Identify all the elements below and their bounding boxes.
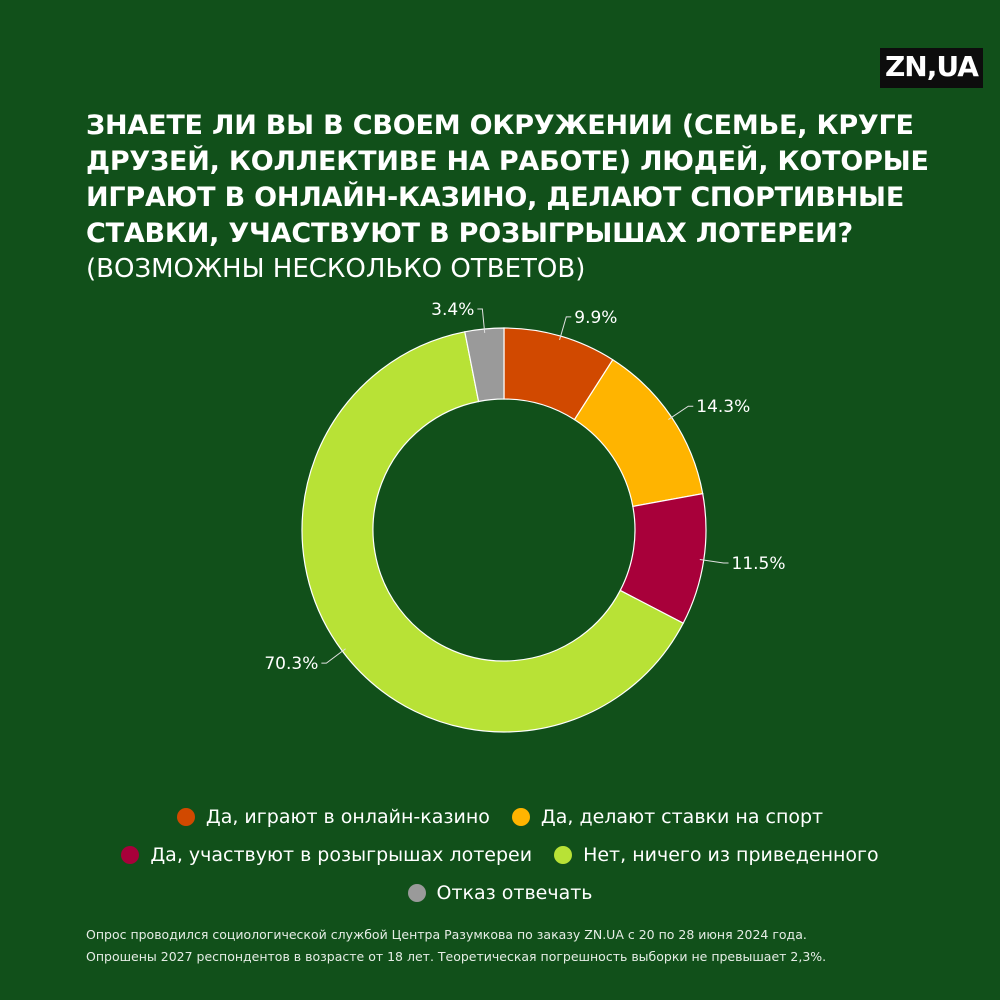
legend-label-lottery: Да, участвуют в розыгрышах лотереи xyxy=(150,844,533,866)
legend-row-2: Да, участвуют в розыгрышах лотереи Нет, … xyxy=(0,836,1000,874)
data-label-casino: 9.9% xyxy=(574,308,617,328)
legend-label-refused: Отказ отвечать xyxy=(436,882,593,904)
legend-row-3: Отказ отвечать xyxy=(0,874,1000,912)
legend-item-lottery: Да, участвуют в розыгрышах лотереи xyxy=(121,844,532,866)
chart-subtitle: (ВОЗМОЖНЫ НЕСКОЛЬКО ОТВЕТОВ) xyxy=(86,254,586,284)
chart-title: ЗНАЕТЕ ЛИ ВЫ В СВОЕМ ОКРУЖЕНИИ (СЕМЬЕ, К… xyxy=(86,110,929,249)
data-label-refused: 3.4% xyxy=(431,300,474,320)
legend-marker-casino xyxy=(176,808,195,826)
slice-refused xyxy=(464,327,505,403)
legend-item-none: Нет, ничего из приведенного xyxy=(554,844,879,866)
leader-line-casino xyxy=(559,316,572,341)
legend-label-casino: Да, играют в онлайн-казино xyxy=(205,806,490,828)
legend-marker-sports-betting xyxy=(511,808,530,826)
legend-item-casino: Да, играют в онлайн-казино xyxy=(176,806,490,828)
data-labels: 9.9% 14.3% 11.5% 70.3% 3.4% xyxy=(264,300,785,674)
leader-line-lottery xyxy=(699,558,729,564)
legend-row-1: Да, играют в онлайн-казино Да, делают ст… xyxy=(0,798,1000,836)
data-label-lottery: 11.5% xyxy=(732,554,786,574)
donut-slices xyxy=(301,327,707,733)
data-label-none: 70.3% xyxy=(264,654,318,674)
legend-marker-none xyxy=(554,846,573,864)
legend-label-none: Нет, ничего из приведенного xyxy=(583,844,879,866)
zn-ua-logo: ZN,UA xyxy=(880,48,983,88)
leader-line-sports-betting xyxy=(668,405,694,420)
donut-chart: 9.9% 14.3% 11.5% 70.3% 3.4% xyxy=(264,300,786,733)
chart-legend: Да, играют в онлайн-казино Да, делают ст… xyxy=(0,798,1000,912)
legend-label-sports-betting: Да, делают ставки на спорт xyxy=(540,806,824,828)
label-leader-lines xyxy=(321,308,729,664)
footnote-line-2: Опрошены 2027 респондентов в возрасте от… xyxy=(86,949,827,964)
data-label-sports-betting: 14.3% xyxy=(696,397,750,417)
legend-item-refused: Отказ отвечать xyxy=(407,882,593,904)
survey-footnote: Опрос проводился социологической службой… xyxy=(86,924,966,968)
footnote-line-1: Опрос проводился социологической службой… xyxy=(86,927,807,942)
leader-line-refused xyxy=(477,308,486,333)
legend-item-sports-betting: Да, делают ставки на спорт xyxy=(511,806,824,828)
legend-marker-lottery xyxy=(121,846,140,864)
slice-none xyxy=(301,331,685,733)
leader-line-none xyxy=(321,648,346,664)
legend-marker-refused xyxy=(407,884,426,902)
